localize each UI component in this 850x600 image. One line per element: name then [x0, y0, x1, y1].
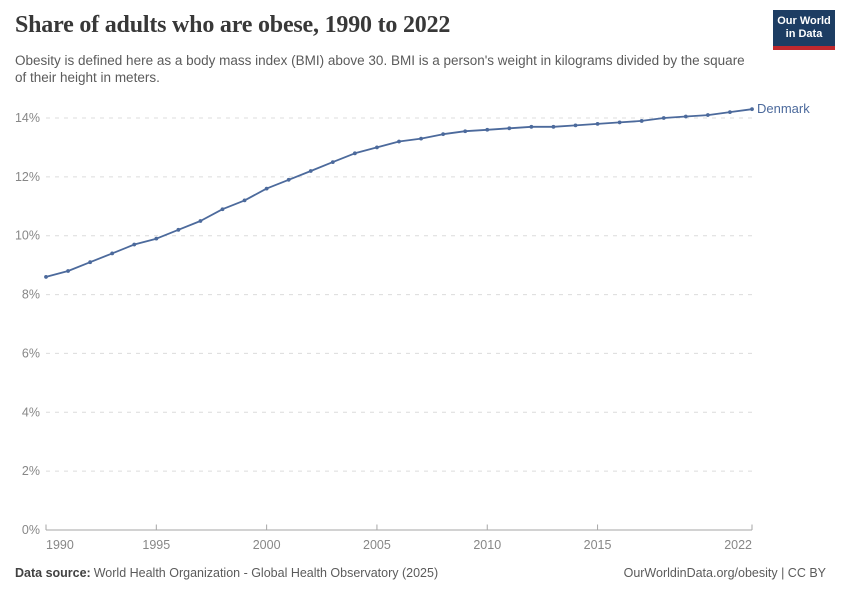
y-tick-label-4: 4%	[22, 405, 40, 419]
data-point-2019[interactable]	[683, 114, 688, 119]
data-point-2012[interactable]	[529, 124, 534, 129]
data-point-2013[interactable]	[551, 124, 556, 129]
chart-subtitle: Obesity is defined here as a body mass i…	[15, 53, 745, 85]
data-point-1999[interactable]	[242, 198, 247, 203]
page-title: Share of adults who are obese, 1990 to 2…	[15, 12, 451, 38]
data-source-text: World Health Organization - Global Healt…	[93, 566, 439, 580]
data-point-1994[interactable]	[132, 242, 137, 247]
data-point-1992[interactable]	[88, 260, 93, 265]
data-point-1996[interactable]	[176, 227, 181, 232]
data-point-2002[interactable]	[308, 169, 313, 173]
data-point-2020[interactable]	[705, 113, 710, 117]
data-point-1998[interactable]	[220, 207, 225, 212]
x-tick-label-2005: 2005	[363, 538, 391, 552]
y-tick-label-6: 6%	[22, 346, 40, 360]
data-point-2017[interactable]	[639, 119, 644, 123]
data-point-2010[interactable]	[485, 127, 490, 132]
x-tick-label-2010: 2010	[473, 538, 501, 552]
data-point-2021[interactable]	[728, 110, 732, 115]
data-point-2015[interactable]	[595, 121, 600, 126]
y-tick-label-12: 12%	[15, 170, 40, 184]
y-tick-label-0: 0%	[22, 523, 40, 537]
y-tick-label-10: 10%	[15, 229, 40, 243]
data-point-2001[interactable]	[286, 177, 291, 182]
data-point-1991[interactable]	[66, 269, 70, 273]
data-point-2018[interactable]	[661, 116, 666, 120]
data-point-2009[interactable]	[463, 129, 468, 134]
data-point-2000[interactable]	[264, 186, 269, 191]
data-point-2006[interactable]	[397, 139, 401, 144]
owid-logo-line2: in Data	[785, 28, 823, 40]
data-point-2016[interactable]	[617, 120, 622, 125]
y-tick-label-14: 14%	[15, 111, 40, 125]
data-point-1997[interactable]	[198, 219, 203, 223]
x-tick-label-2015: 2015	[584, 538, 612, 552]
data-point-1990[interactable]	[44, 275, 48, 279]
x-tick-label-1995: 1995	[142, 538, 170, 552]
data-point-2014[interactable]	[573, 123, 578, 128]
owid-logo[interactable]: Our World in Data	[773, 10, 835, 50]
data-point-2008[interactable]	[441, 132, 446, 137]
entity-label-denmark[interactable]: Denmark	[757, 101, 810, 116]
series-line-denmark[interactable]	[45, 108, 753, 278]
data-point-2003[interactable]	[330, 160, 335, 165]
y-tick-label-2: 2%	[22, 464, 40, 478]
data-point-1995[interactable]	[154, 236, 159, 241]
x-tick-label-2000: 2000	[253, 538, 281, 552]
y-tick-label-8: 8%	[22, 288, 40, 302]
owid-logo-line1: Our World	[777, 15, 831, 27]
data-point-2004[interactable]	[352, 151, 357, 156]
data-point-2011[interactable]	[507, 126, 512, 131]
data-point-1993[interactable]	[110, 251, 115, 256]
data-point-2007[interactable]	[419, 136, 423, 141]
data-point-2022[interactable]	[750, 107, 754, 112]
data-source: Data source: World Health Organization - …	[15, 566, 438, 580]
x-tick-label-1990: 1990	[46, 538, 74, 552]
x-tick-label-2022: 2022	[724, 538, 752, 552]
chart-footer: Data source: World Health Organization - …	[15, 566, 826, 580]
data-source-label: Data source:	[15, 566, 91, 580]
data-point-2005[interactable]	[375, 145, 379, 150]
credit-link[interactable]: OurWorldinData.org/obesity | CC BY	[623, 566, 826, 580]
